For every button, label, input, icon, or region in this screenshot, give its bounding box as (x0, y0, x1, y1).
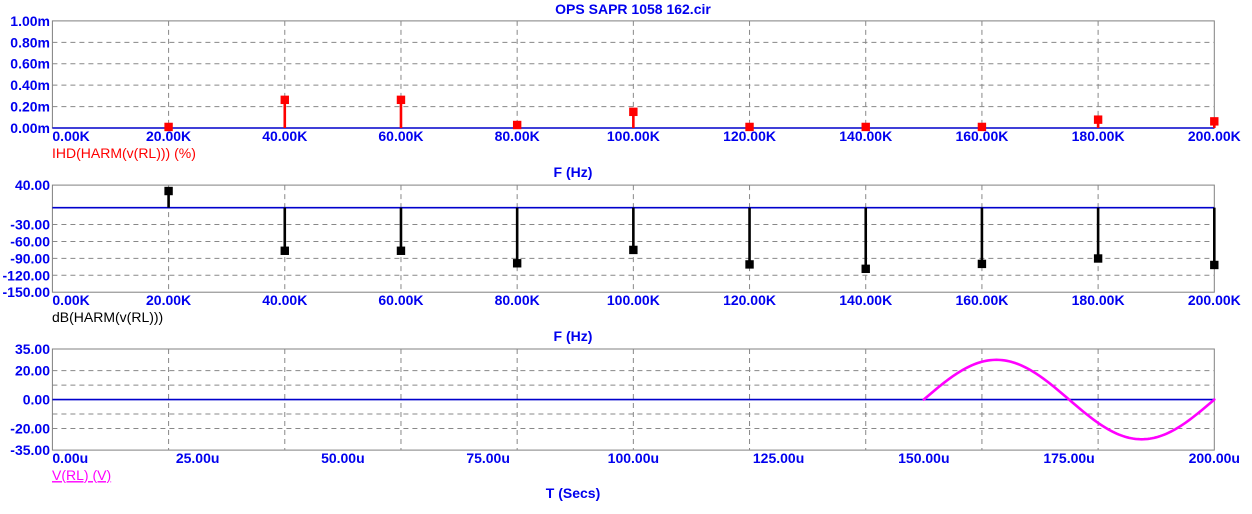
svg-text:160.00K: 160.00K (955, 292, 1008, 308)
svg-text:200.00u: 200.00u (1189, 450, 1240, 466)
svg-text:100.00K: 100.00K (607, 292, 660, 308)
svg-text:175.00u: 175.00u (1043, 450, 1094, 466)
svg-text:T (Secs): T (Secs) (546, 485, 600, 501)
svg-text:OPS SAPR 1058 162.cir: OPS SAPR 1058 162.cir (555, 1, 711, 17)
svg-text:-120.00: -120.00 (3, 267, 51, 283)
svg-text:20.00K: 20.00K (146, 128, 191, 144)
svg-text:0.00K: 0.00K (52, 292, 89, 308)
svg-text:0.00: 0.00 (23, 392, 50, 408)
svg-text:dB(HARM(v(RL))): dB(HARM(v(RL))) (52, 309, 163, 325)
svg-text:40.00: 40.00 (15, 177, 50, 193)
svg-text:0.00K: 0.00K (52, 128, 89, 144)
svg-text:35.00: 35.00 (15, 341, 50, 357)
svg-text:125.00u: 125.00u (753, 450, 804, 466)
svg-text:1.00m: 1.00m (10, 13, 50, 29)
svg-text:75.00u: 75.00u (466, 450, 510, 466)
svg-text:0.40m: 0.40m (10, 77, 50, 93)
svg-text:0.20m: 0.20m (10, 99, 50, 115)
svg-text:120.00K: 120.00K (723, 128, 776, 144)
svg-text:40.00K: 40.00K (262, 292, 307, 308)
svg-text:180.00K: 180.00K (1072, 128, 1125, 144)
svg-text:150.00u: 150.00u (898, 450, 949, 466)
svg-text:0.60m: 0.60m (10, 56, 50, 72)
svg-text:-35.00: -35.00 (10, 442, 50, 458)
svg-text:F (Hz): F (Hz) (554, 164, 593, 180)
svg-text:80.00K: 80.00K (495, 128, 540, 144)
svg-text:160.00K: 160.00K (955, 128, 1008, 144)
svg-text:-20.00: -20.00 (10, 420, 50, 436)
svg-text:-90.00: -90.00 (10, 250, 50, 266)
svg-text:-60.00: -60.00 (10, 233, 50, 249)
svg-text:140.00K: 140.00K (839, 292, 892, 308)
svg-text:F (Hz): F (Hz) (554, 328, 593, 344)
svg-text:50.00u: 50.00u (321, 450, 365, 466)
svg-text:-150.00: -150.00 (3, 284, 51, 300)
svg-text:100.00u: 100.00u (608, 450, 659, 466)
svg-text:40.00K: 40.00K (262, 128, 307, 144)
svg-text:25.00u: 25.00u (176, 450, 220, 466)
svg-text:140.00K: 140.00K (839, 128, 892, 144)
svg-text:200.00K: 200.00K (1188, 292, 1241, 308)
svg-text:0.00u: 0.00u (52, 450, 88, 466)
svg-text:20.00: 20.00 (15, 363, 50, 379)
svg-text:0.00m: 0.00m (10, 120, 50, 136)
svg-text:20.00K: 20.00K (146, 292, 191, 308)
svg-text:180.00K: 180.00K (1072, 292, 1125, 308)
svg-text:80.00K: 80.00K (495, 292, 540, 308)
svg-text:120.00K: 120.00K (723, 292, 776, 308)
svg-text:-30.00: -30.00 (10, 217, 50, 233)
svg-text:60.00K: 60.00K (378, 292, 423, 308)
svg-text:200.00K: 200.00K (1188, 128, 1241, 144)
svg-text:V(RL) (V): V(RL) (V) (52, 467, 111, 483)
svg-text:100.00K: 100.00K (607, 128, 660, 144)
svg-text:IHD(HARM(v(RL))) (%): IHD(HARM(v(RL))) (%) (52, 145, 196, 161)
svg-text:0.80m: 0.80m (10, 34, 50, 50)
svg-text:60.00K: 60.00K (378, 128, 423, 144)
